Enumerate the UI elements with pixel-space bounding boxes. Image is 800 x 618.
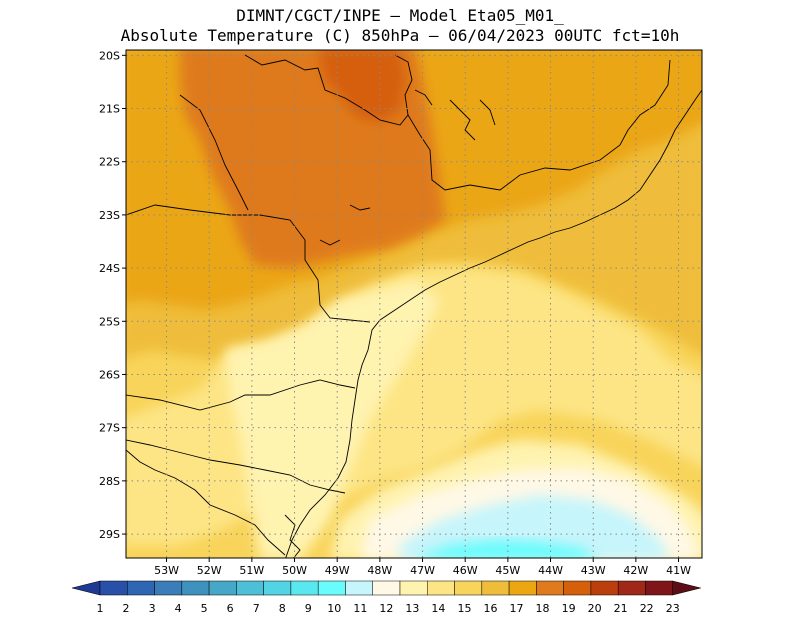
temperature-field — [126, 50, 702, 558]
colorbar-swatch — [317, 580, 346, 596]
colorbar-swatch — [181, 580, 210, 596]
lon-tick-label: 47W — [410, 564, 435, 577]
colorbar-label: 22 — [640, 602, 654, 615]
axis-ticks: 20S 21S 22S 23S 24S 25S 26S 27S 28S 29S 53W 52W 51W 5… — [99, 49, 691, 577]
colorbar-label: 13 — [405, 602, 419, 615]
colorbar-swatch — [263, 580, 292, 596]
border-sp-pr — [126, 204, 371, 323]
lat-tick-label: 22S — [99, 156, 120, 169]
lat-tick-label: 25S — [99, 315, 120, 328]
lat-tick-label: 21S — [99, 103, 120, 116]
colorbar-label: 10 — [327, 602, 341, 615]
colorbar-swatch — [127, 580, 155, 596]
colorbar-swatch — [481, 580, 510, 596]
lon-tick-label: 48W — [367, 564, 392, 577]
colorbar-swatch — [399, 580, 428, 596]
colorbar-max-arrow — [672, 580, 701, 596]
band-10 — [420, 540, 597, 558]
band-19 — [318, 50, 405, 122]
colorbar-label: 5 — [201, 602, 208, 615]
lon-tick-label: 51W — [239, 564, 264, 577]
colorbar-label: 3 — [149, 602, 156, 615]
band-17-east — [641, 50, 702, 110]
border-mg-sp — [244, 54, 413, 126]
colorbar-swatch — [427, 580, 455, 596]
lon-tick-label: 45W — [495, 564, 520, 577]
colorbar-swatch — [208, 580, 237, 596]
map-title-line-2: Absolute Temperature (C) 850hPa – 06/04/… — [120, 26, 680, 45]
colorbar-swatch — [617, 580, 646, 596]
border-sc-rs — [126, 439, 346, 494]
coastline — [285, 89, 702, 558]
colorbar-swatch — [345, 580, 373, 596]
colorbar-label: 18 — [536, 602, 550, 615]
lat-tick-label: 20S — [99, 49, 120, 62]
border-ms-sp — [179, 94, 249, 211]
colorbar-label: 15 — [457, 602, 471, 615]
lat-tick-label: 23S — [99, 209, 120, 222]
colorbar-swatch — [454, 580, 483, 596]
lon-tick-label: 52W — [197, 564, 222, 577]
colorbar-label: 19 — [562, 602, 576, 615]
colorbar-label: 16 — [483, 602, 497, 615]
map-title-line-1: DIMNT/CGCT/INPE – Model Eta05_M01_ — [236, 6, 564, 25]
lat-tick-label: 27S — [99, 422, 120, 435]
colorbar-label: 6 — [227, 602, 234, 615]
colorbar-min-arrow — [71, 580, 101, 596]
colorbar-swatch — [99, 580, 128, 596]
lat-tick-label: 28S — [99, 475, 120, 488]
colorbar-label: 4 — [175, 602, 182, 615]
colorbar-swatch — [290, 580, 319, 596]
coastlines-borders — [126, 54, 702, 558]
colorbar-swatch — [154, 580, 183, 596]
colorbar-label: 17 — [510, 602, 524, 615]
colorbar-label: 20 — [588, 602, 602, 615]
colorbar-swatch — [563, 580, 592, 596]
lat-tick-label: 24S — [99, 262, 120, 275]
colorbar-label: 14 — [431, 602, 445, 615]
colorbar-label: 1 — [97, 602, 104, 615]
lon-tick-label: 42W — [623, 564, 648, 577]
laguna-dos-patos — [284, 514, 301, 558]
colorbar-label: 8 — [279, 602, 286, 615]
lat-tick-label: 29S — [99, 528, 120, 541]
lat-tick-label: 26S — [99, 368, 120, 381]
lon-tick-label: 46W — [453, 564, 478, 577]
colorbar-swatch — [236, 580, 264, 596]
colorbar-swatch — [645, 580, 673, 596]
colorbar-label: 7 — [253, 602, 260, 615]
border-pr-sc — [126, 379, 356, 411]
lon-tick-label: 50W — [282, 564, 307, 577]
colorbar-label: 2 — [123, 602, 130, 615]
colorbar-label: 21 — [614, 602, 628, 615]
lon-tick-label: 41W — [666, 564, 691, 577]
border-country — [126, 449, 286, 556]
lon-tick-label: 44W — [538, 564, 563, 577]
band-11 — [400, 495, 669, 558]
colorbar-label: 11 — [353, 602, 367, 615]
colorbar-label: 12 — [379, 602, 393, 615]
colorbar-swatch — [508, 580, 537, 596]
lon-tick-label: 49W — [325, 564, 350, 577]
lon-tick-label: 43W — [581, 564, 606, 577]
colorbar-swatch — [536, 580, 564, 596]
colorbar-swatch — [590, 580, 619, 596]
border-mg-rj — [407, 59, 671, 191]
colorbar-label: 23 — [666, 602, 680, 615]
colorbar-label: 9 — [305, 602, 312, 615]
map-frame — [125, 49, 703, 559]
graticule — [126, 50, 702, 558]
colorbar-swatch — [372, 580, 401, 596]
lon-tick-label: 53W — [154, 564, 179, 577]
colorbar: 1 2 3 4 5 6 7 8 9 10 11 12 13 14 15 16 17 18 19 20 21 22 23 — [71, 580, 701, 615]
band-13 — [225, 280, 440, 558]
lake-reservoirs — [319, 89, 496, 246]
